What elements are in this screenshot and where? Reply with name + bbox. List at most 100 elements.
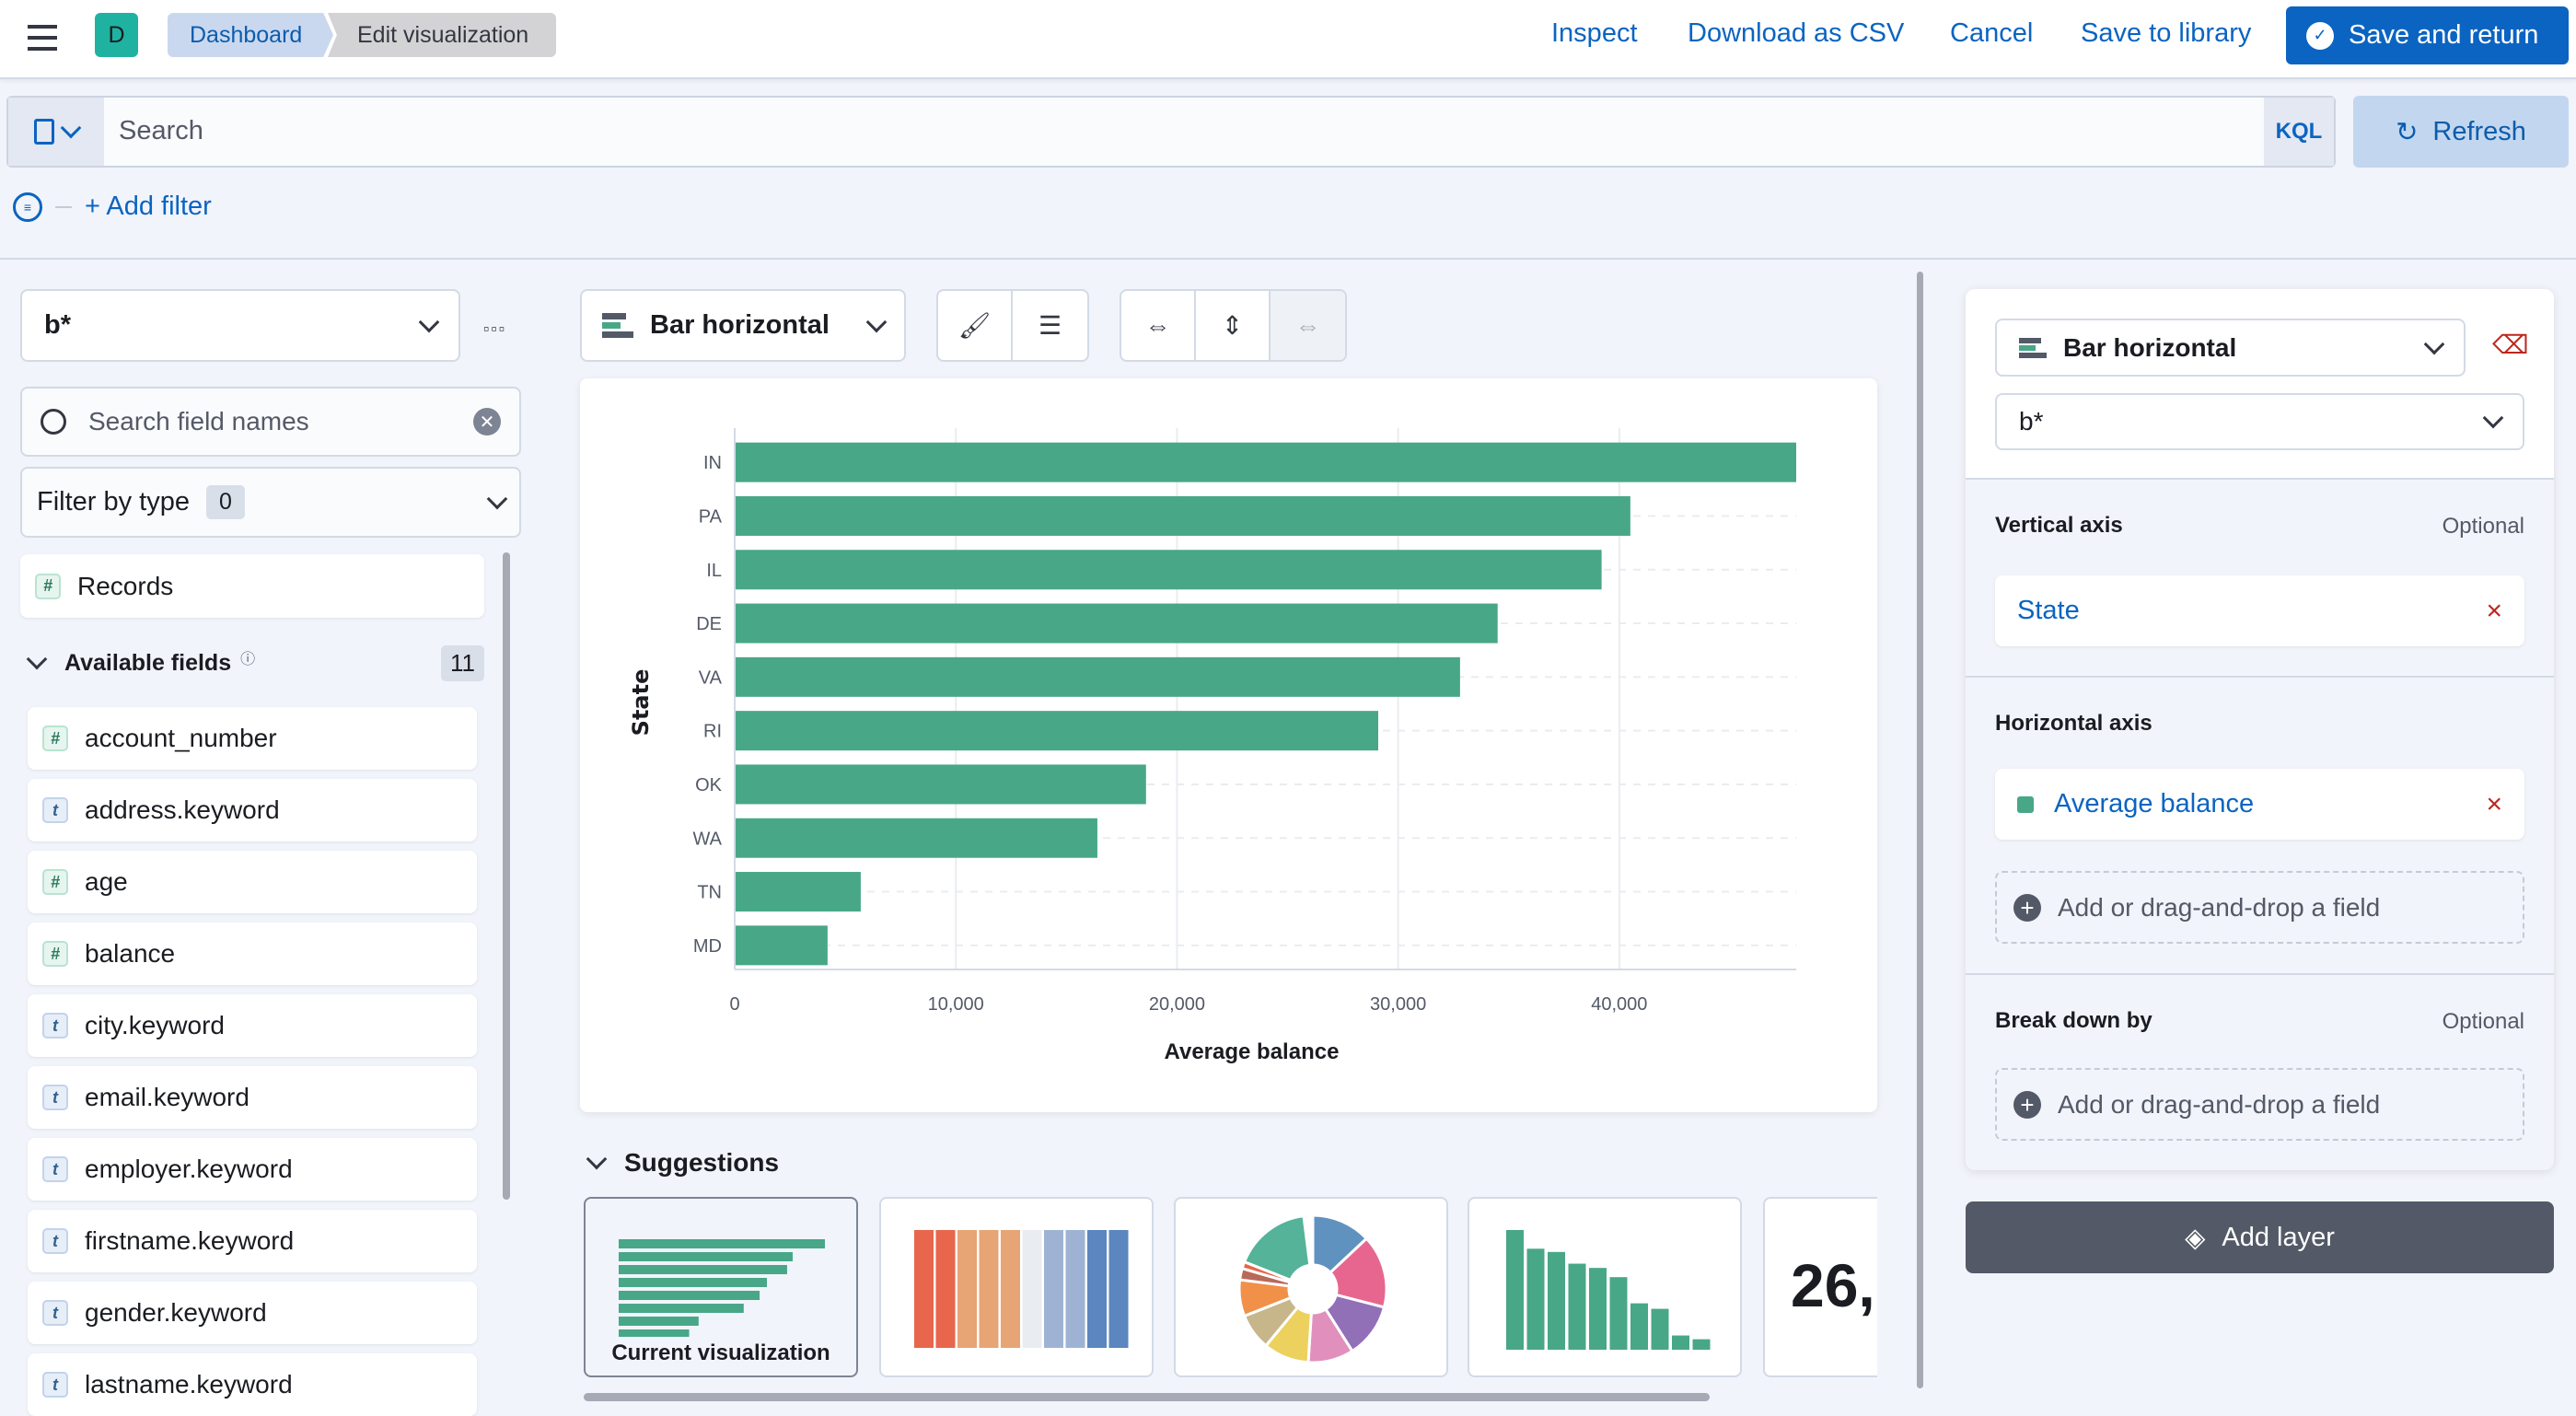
bar-DE[interactable] (735, 603, 1498, 644)
field-item[interactable]: # account_number (28, 707, 477, 770)
horizontal-axis-dimension[interactable]: Average balance × (1995, 769, 2524, 840)
thumb-cell (1087, 1230, 1107, 1348)
field-item[interactable]: t firstname.keyword (28, 1210, 477, 1272)
string-type-icon: t (42, 1013, 68, 1039)
right-axis-icon[interactable]: ⇔ (1271, 291, 1345, 360)
field-item[interactable]: # age (28, 851, 477, 913)
field-name: city.keyword (85, 1011, 225, 1039)
clear-icon[interactable]: ✕ (473, 408, 501, 435)
y-tick-label: TN (697, 883, 722, 903)
heatmap-thumbnail (914, 1230, 1129, 1348)
suggestion-donut[interactable] (1174, 1197, 1448, 1377)
available-fields-label: Available fields (64, 649, 232, 676)
suggestion-current[interactable]: Current visualization (584, 1197, 858, 1377)
bar-IN[interactable] (735, 442, 1796, 482)
layer-chart-type-select[interactable]: Bar horizontal (1995, 319, 2466, 377)
cancel-link[interactable]: Cancel (1950, 18, 2034, 48)
workspace-scrollbar[interactable] (1917, 272, 1923, 1388)
string-type-icon: t (42, 1372, 68, 1398)
thumb-cell (1108, 1230, 1129, 1348)
field-item[interactable]: t email.keyword (28, 1066, 477, 1129)
field-item[interactable]: t gender.keyword (28, 1282, 477, 1344)
visual-options-icon[interactable]: 🖌 (938, 291, 1013, 360)
field-item[interactable]: # balance (28, 923, 477, 985)
bottom-axis-icon[interactable]: ⇔ (1121, 291, 1196, 360)
number-type-icon: # (42, 869, 68, 895)
inspect-link[interactable]: Inspect (1551, 18, 1638, 48)
save-to-library-link[interactable]: Save to library (2081, 18, 2252, 48)
y-tick-label: IN (703, 453, 722, 473)
saved-query-button[interactable] (8, 98, 104, 166)
field-search-input[interactable]: Search field names ✕ (20, 387, 521, 457)
vertical-axis-dimension[interactable]: State × (1995, 575, 2524, 646)
suggestions-scrollbar[interactable] (584, 1393, 1710, 1401)
field-name: email.keyword (85, 1083, 249, 1111)
thumb-bar (1589, 1268, 1607, 1350)
add-horizontal-field-button[interactable]: + Add or drag-and-drop a field (1995, 871, 2524, 944)
filter-by-type-select[interactable]: Filter by type 0 (20, 467, 521, 538)
space-avatar[interactable]: D (95, 13, 138, 57)
thumb-bar (1568, 1263, 1586, 1350)
save-and-return-label: Save and return (2349, 20, 2539, 50)
legend-options-icon[interactable]: ☰ (1038, 311, 1062, 340)
bar-OK[interactable] (735, 764, 1146, 805)
help-icon[interactable]: ⓘ (240, 652, 256, 667)
left-axis-icon[interactable]: ⇕ (1196, 291, 1271, 360)
field-item[interactable]: t lastname.keyword (28, 1353, 477, 1416)
y-tick-label: PA (699, 506, 723, 527)
suggestions-header[interactable]: Suggestions (586, 1148, 779, 1178)
field-item[interactable]: t address.keyword (28, 779, 477, 841)
thumb-bar (619, 1239, 825, 1248)
bar-TN[interactable] (735, 872, 861, 912)
menu-icon[interactable] (28, 25, 57, 51)
download-csv-link[interactable]: Download as CSV (1688, 18, 1905, 48)
bar-RI[interactable] (735, 711, 1379, 751)
suggestion-heatmap[interactable] (879, 1197, 1154, 1377)
index-pattern-select[interactable]: b* (20, 289, 460, 362)
save-and-return-button[interactable]: ✓ Save and return (2286, 6, 2569, 64)
available-fields-header[interactable]: Available fields ⓘ 11 (26, 644, 484, 681)
filter-count-badge: 0 (206, 485, 245, 519)
bar-MD[interactable] (735, 925, 828, 966)
vertical-bar-thumbnail (1506, 1230, 1711, 1350)
thumb-cell (1022, 1230, 1042, 1348)
thumb-bar (619, 1329, 690, 1339)
eraser-icon[interactable]: ⌫ (2492, 331, 2529, 359)
layer-index-pattern-select[interactable]: b* (1995, 393, 2524, 450)
check-icon: ✓ (2306, 21, 2334, 50)
field-name: employer.keyword (85, 1155, 293, 1183)
add-breakdown-field-button[interactable]: + Add or drag-and-drop a field (1995, 1068, 2524, 1141)
add-layer-button[interactable]: ◈ Add layer (1966, 1201, 2554, 1273)
divider (0, 258, 2576, 260)
suggestion-metric[interactable]: 26, (1763, 1197, 1877, 1377)
thumb-cell (914, 1230, 934, 1348)
chart-type-label: Bar horizontal (650, 310, 830, 340)
bar-IL[interactable] (735, 550, 1602, 590)
more-options-icon[interactable]: ▫▫▫ (483, 319, 507, 338)
layer-config-panel: Bar horizontal ⌫ b* Vertical axis Option… (1966, 289, 2554, 1170)
field-item[interactable]: t employer.keyword (28, 1138, 477, 1201)
divider (1966, 973, 2554, 975)
sidebar-scrollbar[interactable] (503, 552, 510, 1200)
y-tick-label: VA (699, 667, 723, 688)
field-records[interactable]: # Records (20, 554, 484, 618)
bar-chart[interactable]: IN PA IL DE VA RI OK WA TN MD 0 10,000 20,000 30,000 4… (580, 378, 1877, 1112)
field-search-placeholder: Search field names (88, 407, 309, 435)
filter-menu-icon[interactable]: ≡ (13, 192, 42, 222)
number-type-icon: # (42, 725, 68, 751)
breadcrumb-dashboard[interactable]: Dashboard (168, 13, 333, 57)
remove-icon[interactable]: × (2486, 788, 2502, 819)
bar-VA[interactable] (735, 656, 1460, 697)
kql-toggle[interactable]: KQL (2264, 98, 2334, 166)
remove-icon[interactable]: × (2486, 595, 2502, 626)
refresh-button[interactable]: ↻ Refresh (2353, 96, 2569, 168)
suggestion-vertical-bar[interactable] (1468, 1197, 1742, 1377)
thumb-slice (1242, 1213, 1312, 1283)
chart-type-select[interactable]: Bar horizontal (580, 289, 906, 362)
add-filter-button[interactable]: + Add filter (85, 192, 212, 221)
bar-WA[interactable] (735, 818, 1097, 858)
bar-PA[interactable] (735, 495, 1630, 536)
field-item[interactable]: t city.keyword (28, 994, 477, 1057)
search-input[interactable]: Search (119, 116, 203, 145)
field-name: account_number (85, 724, 277, 752)
